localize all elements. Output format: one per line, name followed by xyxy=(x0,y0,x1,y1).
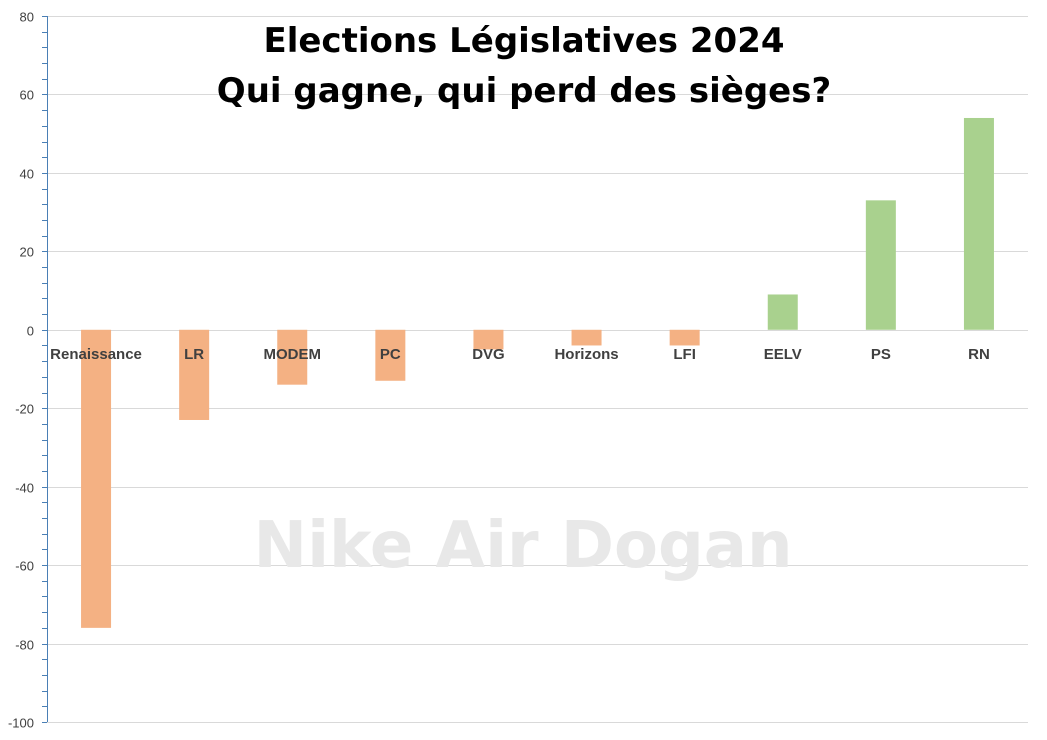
bar-modem xyxy=(277,329,308,385)
category-labels: Renaissance LR MODEM PC DVG Horizons LFI EELV PS… xyxy=(50,346,990,363)
category-label: PC xyxy=(380,346,401,363)
y-tick-label: -60 xyxy=(15,559,34,574)
category-label: DVG xyxy=(472,346,505,363)
bar-lr xyxy=(179,329,210,420)
y-tick-label: 60 xyxy=(20,88,34,103)
bars xyxy=(81,117,994,628)
category-label: LFI xyxy=(673,346,696,363)
bar-pc xyxy=(375,329,406,381)
bar-renaissance xyxy=(81,329,112,628)
category-label: PS xyxy=(871,346,891,363)
chart-title-line-1: Elections Législatives 2024 xyxy=(263,21,784,61)
y-tick-label: -80 xyxy=(15,638,34,653)
bar-ps xyxy=(865,200,896,330)
category-label: EELV xyxy=(764,346,802,363)
y-tick-label: 20 xyxy=(20,245,34,260)
y-tick-label: 40 xyxy=(20,167,34,182)
category-label: Horizons xyxy=(554,346,618,363)
category-label: LR xyxy=(184,346,204,363)
chart-title-line-2: Qui gagne, qui perd des sièges? xyxy=(217,71,831,111)
y-tick-label: -100 xyxy=(8,716,34,731)
bar-dvg xyxy=(473,329,504,350)
y-axis: 80 60 40 20 0 -20 -40 -60 -80 -100 xyxy=(8,10,48,731)
y-tick-label: 0 xyxy=(27,324,34,339)
category-label: MODEM xyxy=(264,346,322,363)
bar-lfi xyxy=(669,329,700,346)
y-tick-label: -20 xyxy=(15,402,34,417)
y-tick-label: -40 xyxy=(15,481,34,496)
bar-horizons xyxy=(571,329,602,346)
category-label: Renaissance xyxy=(50,346,142,363)
bar-eelv xyxy=(767,294,798,330)
category-label: RN xyxy=(968,346,990,363)
watermark: Nike Air Dogan xyxy=(254,509,793,583)
y-tick-label: 80 xyxy=(20,10,34,25)
bar-rn xyxy=(963,117,994,330)
gridlines xyxy=(47,16,1028,723)
